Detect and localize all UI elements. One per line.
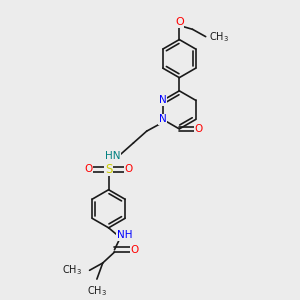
Text: N: N (159, 95, 167, 105)
Text: O: O (194, 124, 202, 134)
Text: O: O (175, 17, 184, 27)
Text: CH$_3$: CH$_3$ (62, 263, 82, 277)
Text: CH$_3$: CH$_3$ (208, 30, 229, 44)
Text: O: O (124, 164, 133, 174)
Text: O: O (85, 164, 93, 174)
Text: S: S (105, 163, 112, 176)
Text: O: O (130, 245, 139, 255)
Text: CH$_3$: CH$_3$ (87, 284, 107, 298)
Text: N: N (159, 114, 167, 124)
Text: HN: HN (105, 151, 121, 161)
Text: NH: NH (117, 230, 133, 240)
